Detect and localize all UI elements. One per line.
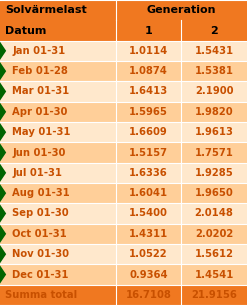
Bar (0, 0, 247, 20)
Polygon shape (0, 62, 6, 80)
Text: 21.9156: 21.9156 (191, 290, 237, 300)
Bar (0, 102, 247, 122)
Polygon shape (0, 204, 6, 223)
Text: 1.9285: 1.9285 (195, 168, 233, 178)
Text: Apr 01-30: Apr 01-30 (12, 107, 68, 117)
Polygon shape (0, 82, 6, 101)
Text: Oct 01-31: Oct 01-31 (12, 229, 67, 239)
Text: Nov 01-30: Nov 01-30 (12, 249, 69, 259)
Text: 2.0202: 2.0202 (195, 229, 233, 239)
Polygon shape (0, 245, 6, 263)
Text: 1.9650: 1.9650 (195, 188, 233, 198)
Text: 2: 2 (210, 26, 218, 35)
Polygon shape (0, 103, 6, 121)
Bar (0, 142, 247, 163)
Bar (0, 285, 247, 305)
Polygon shape (0, 184, 6, 202)
Bar (0, 20, 247, 41)
Text: 0.9364: 0.9364 (129, 270, 168, 279)
Text: 1: 1 (144, 26, 152, 35)
Text: 1.4311: 1.4311 (129, 229, 168, 239)
Text: Aug 01-31: Aug 01-31 (12, 188, 70, 198)
Text: Datum: Datum (5, 26, 46, 35)
Polygon shape (0, 42, 6, 60)
Text: 1.5157: 1.5157 (129, 148, 168, 157)
Bar (0, 122, 247, 142)
Bar (0, 81, 247, 102)
Text: Generation: Generation (146, 5, 216, 15)
Text: 16.7108: 16.7108 (125, 290, 171, 300)
Text: 1.9820: 1.9820 (195, 107, 233, 117)
Text: Solvärmelast: Solvärmelast (5, 5, 87, 15)
Text: 1.0522: 1.0522 (129, 249, 168, 259)
Polygon shape (0, 123, 6, 141)
Text: 1.6041: 1.6041 (129, 188, 168, 198)
Polygon shape (0, 164, 6, 182)
Text: 1.7571: 1.7571 (195, 148, 234, 157)
Text: 1.5431: 1.5431 (195, 46, 234, 56)
Text: 1.9613: 1.9613 (195, 127, 234, 137)
Text: Jul 01-31: Jul 01-31 (12, 168, 62, 178)
Text: Jan 01-31: Jan 01-31 (12, 46, 66, 56)
Text: 1.0874: 1.0874 (129, 66, 168, 76)
Text: Summa total: Summa total (5, 290, 77, 300)
Text: 1.0114: 1.0114 (129, 46, 168, 56)
Bar (0, 224, 247, 244)
Text: 1.5965: 1.5965 (129, 107, 168, 117)
Text: 1.6609: 1.6609 (129, 127, 168, 137)
Bar (0, 203, 247, 224)
Text: Mar 01-31: Mar 01-31 (12, 87, 70, 96)
Polygon shape (0, 265, 6, 284)
Bar (0, 41, 247, 61)
Text: 1.5612: 1.5612 (195, 249, 234, 259)
Bar (0, 264, 247, 285)
Text: 1.5381: 1.5381 (195, 66, 234, 76)
Text: 1.6336: 1.6336 (129, 168, 168, 178)
Text: Jun 01-30: Jun 01-30 (12, 148, 66, 157)
Bar (0, 163, 247, 183)
Text: 1.4541: 1.4541 (194, 270, 234, 279)
Bar (0, 183, 247, 203)
Text: Feb 01-28: Feb 01-28 (12, 66, 68, 76)
Text: Dec 01-31: Dec 01-31 (12, 270, 69, 279)
Text: 2.1900: 2.1900 (195, 87, 233, 96)
Text: Sep 01-30: Sep 01-30 (12, 209, 69, 218)
Text: 1.5400: 1.5400 (129, 209, 168, 218)
Polygon shape (0, 143, 6, 162)
Text: 1.6413: 1.6413 (129, 87, 168, 96)
Text: May 01-31: May 01-31 (12, 127, 71, 137)
Bar (0, 61, 247, 81)
Text: 2.0148: 2.0148 (195, 209, 234, 218)
Polygon shape (0, 225, 6, 243)
Bar (0, 244, 247, 264)
